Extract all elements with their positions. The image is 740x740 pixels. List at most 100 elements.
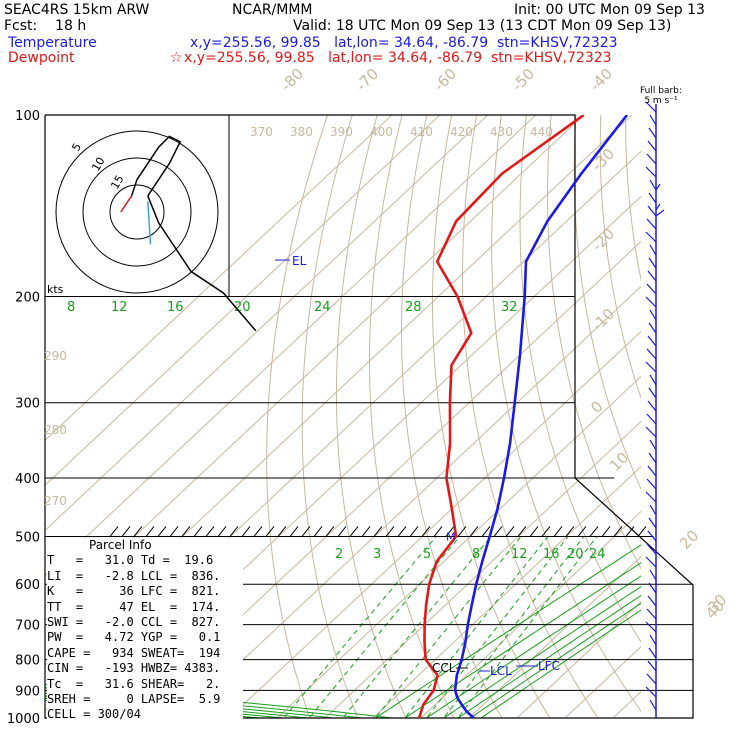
plot-frame bbox=[44, 114, 694, 719]
pressure-tick-label: 100 bbox=[15, 109, 40, 124]
dewpoint-legend: Dewpoint bbox=[8, 50, 75, 66]
wind-barb bbox=[648, 647, 657, 659]
dry-adiabat-line bbox=[625, 115, 641, 283]
moist-adiabat-line bbox=[403, 562, 641, 718]
isotherm-label: -40 bbox=[586, 65, 616, 95]
isotherm-line bbox=[276, 375, 641, 718]
hatch-mark bbox=[481, 526, 491, 537]
moist-adiabat-line bbox=[480, 609, 641, 718]
wind-barb bbox=[646, 673, 657, 685]
isotherm-line bbox=[45, 115, 537, 577]
hatch-mark bbox=[541, 526, 551, 537]
mixing-ratio-line bbox=[374, 537, 522, 718]
moist-adiabat-line bbox=[374, 544, 641, 718]
dry-adiabat-line bbox=[335, 115, 407, 718]
isotherm-label: 10 bbox=[606, 449, 632, 475]
dewpoint-profile bbox=[417, 115, 585, 718]
hatch-mark bbox=[457, 526, 467, 537]
hodograph-trace-mid bbox=[147, 201, 152, 245]
parcel-row-k: K = 36 LFC = 821. bbox=[47, 584, 221, 599]
parcel-info-panel: Parcel Info T = 31.0 Td = 19.6 LI = -2.8… bbox=[47, 538, 243, 723]
wind-barb bbox=[645, 231, 657, 243]
mixing-ratio-label: 5 bbox=[423, 547, 431, 562]
wind-barb bbox=[655, 209, 665, 217]
wind-barb bbox=[645, 491, 657, 503]
dry-adiabat-line bbox=[651, 115, 740, 731]
hatch-mark bbox=[493, 526, 503, 537]
moist-adiabat-line bbox=[457, 594, 641, 718]
dry-adiabat-line bbox=[400, 115, 503, 718]
wind-barb bbox=[646, 348, 657, 360]
hodograph-units-label: kts bbox=[47, 283, 64, 296]
forecast-hour: Fcst: 18 h bbox=[4, 18, 87, 34]
hatch-mark bbox=[613, 526, 623, 537]
hatch-mark bbox=[445, 526, 455, 537]
hatch-mark bbox=[625, 526, 635, 537]
wind-barb bbox=[646, 218, 657, 230]
theta-label: 400 bbox=[370, 125, 393, 139]
isotherm-line bbox=[516, 600, 641, 718]
barb-legend-line2: 5 m s⁻¹ bbox=[644, 96, 678, 106]
dry-adiabat-line bbox=[266, 115, 328, 718]
hatch-mark bbox=[397, 526, 407, 537]
isotherm-line bbox=[324, 420, 641, 718]
wind-barb bbox=[647, 465, 657, 477]
temperature-legend: Temperature bbox=[8, 35, 97, 51]
parcel-info-title: Parcel Info bbox=[89, 538, 152, 552]
parcel-row-sreh: SREH = 0 LAPSE= 5.9 bbox=[47, 692, 221, 707]
lfc-label: LFC bbox=[538, 659, 560, 673]
hatch-mark bbox=[133, 526, 143, 537]
hatch-mark bbox=[361, 526, 371, 537]
moist-adiabat-label: 32 bbox=[501, 300, 518, 315]
wind-barb bbox=[649, 634, 657, 646]
el-label: EL bbox=[292, 254, 307, 268]
hatch-mark bbox=[277, 526, 287, 537]
isotherm-label: -10 bbox=[588, 305, 618, 335]
parcel-row-cin: CIN = -193 HWBZ= 4383. bbox=[47, 661, 221, 676]
dry-adiabat-line bbox=[700, 115, 740, 731]
pressure-tick-label: 600 bbox=[15, 578, 40, 593]
moist-adiabat-line bbox=[469, 602, 641, 718]
hatch-mark bbox=[109, 526, 119, 537]
wind-barb bbox=[646, 478, 657, 490]
wind-barb bbox=[655, 203, 661, 211]
parcel-row-tt: TT = 47 EL = 174. bbox=[47, 599, 221, 614]
pressure-tick-label: 700 bbox=[15, 619, 40, 634]
wind-barb bbox=[649, 114, 657, 126]
hodograph-ring bbox=[82, 157, 192, 267]
theta-label: 410 bbox=[410, 125, 433, 139]
hatch-mark bbox=[121, 526, 131, 537]
moist-adiabat-label: 24 bbox=[314, 300, 331, 315]
dewpoint-location-info: x,y=255.56, 99.85 lat,lon= 34.64, -86.79… bbox=[184, 50, 612, 66]
wind-barb bbox=[648, 322, 657, 334]
dry-adiabat-line bbox=[462, 115, 599, 718]
wind-barb bbox=[648, 192, 657, 204]
init-time: Init: 00 UTC Mon 09 Sep 13 bbox=[514, 2, 705, 18]
hatch-mark bbox=[421, 526, 431, 537]
dry-adiabat-line bbox=[599, 115, 641, 400]
hatch-mark bbox=[241, 526, 251, 537]
moist-adiabat-line bbox=[45, 683, 396, 718]
theta-label: 380 bbox=[290, 125, 313, 139]
wind-barb bbox=[648, 582, 657, 594]
hatch-mark bbox=[313, 526, 323, 537]
moist-adiabat-line bbox=[45, 687, 367, 718]
mixing-ratio-line bbox=[425, 537, 569, 718]
wind-barb bbox=[647, 595, 657, 607]
lcl-label: LCL bbox=[490, 664, 512, 678]
dry-adiabat-line bbox=[725, 115, 740, 731]
parcel-row-li: LI = -2.8 LCL = 836. bbox=[47, 568, 221, 583]
moist-adiabat-label: 16 bbox=[167, 300, 184, 315]
wind-barb bbox=[647, 660, 657, 672]
mixing-ratio-label: 24 bbox=[589, 547, 606, 562]
hatch-mark bbox=[553, 526, 563, 537]
pressure-tick-label: 300 bbox=[15, 397, 40, 412]
hatch-mark bbox=[433, 526, 443, 537]
pressure-tick-label: 400 bbox=[15, 472, 40, 487]
moist-adiabat-line bbox=[425, 575, 641, 718]
wind-barb bbox=[646, 283, 657, 295]
wind-barb bbox=[647, 335, 657, 347]
hodograph-ring bbox=[109, 184, 165, 240]
isotherm-line bbox=[45, 115, 489, 532]
